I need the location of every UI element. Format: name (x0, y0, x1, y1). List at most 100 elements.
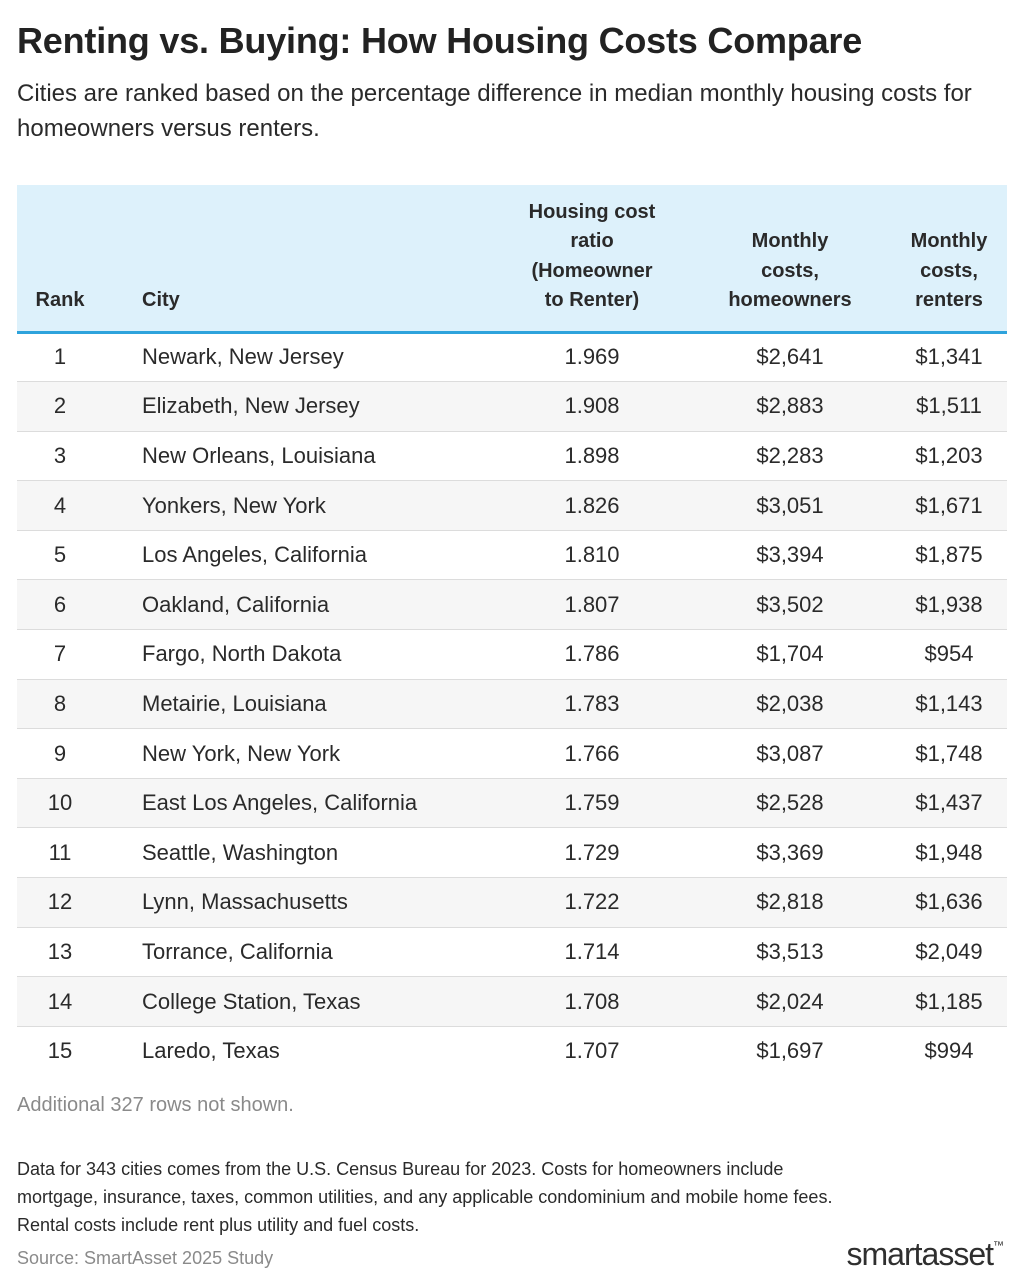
homeowner-cost-cell: $3,087 (689, 728, 891, 779)
rank-cell: 6 (17, 579, 103, 631)
renter-cost-cell: $1,948 (891, 827, 1007, 879)
city-cell: Oakland, California (103, 579, 495, 631)
ratio-cell: 1.908 (495, 381, 689, 432)
column-header-renter-line: costs, (920, 259, 978, 282)
additional-rows-note: Additional 327 rows not shown. (17, 1094, 294, 1116)
renter-cost-cell: $1,143 (891, 679, 1007, 730)
table-row: 11 Seattle, Washington 1.729 $3,369 $1,9… (17, 827, 1007, 879)
page-subtitle: Cities are ranked based on the percentag… (17, 80, 972, 142)
renter-cost-cell: $954 (891, 629, 1007, 680)
homeowner-cost-cell: $3,369 (689, 827, 891, 879)
renter-cost-cell: $1,511 (891, 381, 1007, 432)
table-row: 5 Los Angeles, California 1.810 $3,394 $… (17, 530, 1007, 581)
column-header-homeowner-line: homeowners (728, 289, 852, 311)
renter-cost-cell: $2,049 (891, 927, 1007, 978)
rank-cell: 11 (17, 827, 103, 879)
city-cell: College Station, Texas (103, 976, 495, 1027)
homeowner-cost-cell: $1,704 (689, 629, 891, 680)
column-header-ratio-line: (Homeowner (531, 259, 653, 282)
city-cell: Lynn, Massachusetts (103, 877, 495, 928)
ratio-cell: 1.826 (495, 480, 689, 531)
homeowner-cost-cell: $2,641 (689, 332, 891, 383)
table-row: 7 Fargo, North Dakota 1.786 $1,704 $954 (17, 629, 1007, 680)
table-row: 1 Newark, New Jersey 1.969 $2,641 $1,341 (17, 332, 1007, 383)
rank-cell: 9 (17, 728, 103, 779)
renter-cost-cell: $1,341 (891, 332, 1007, 383)
city-cell: New York, New York (103, 728, 495, 779)
rank-cell: 15 (47, 1038, 73, 1064)
ratio-cell: 1.898 (495, 431, 689, 482)
ratio-cell: 1.810 (495, 530, 689, 581)
column-header-homeowner-costs: Monthly costs, homeowners (689, 185, 891, 334)
rank-cell: 5 (17, 530, 103, 581)
renter-cost-cell: $1,938 (891, 579, 1007, 631)
homeowner-cost-cell: $2,038 (689, 679, 891, 730)
table-body: 1 Newark, New Jersey 1.969 $2,641 $1,341… (17, 332, 1007, 1076)
rank-cell: 13 (17, 927, 103, 978)
methodology-footnote: Data for 343 cities comes from the U.S. … (17, 1159, 833, 1235)
column-header-ratio-line: Housing cost (528, 200, 656, 223)
table-row: 10 East Los Angeles, California 1.759 $2… (17, 778, 1007, 829)
city-cell: Metairie, Louisiana (103, 679, 495, 730)
homeowner-cost-cell: $3,394 (689, 530, 891, 581)
rank-cell: 4 (17, 480, 103, 531)
column-header-renter-line: renters (915, 289, 983, 311)
ratio-cell: 1.783 (495, 679, 689, 730)
table-row: 13 Torrance, California 1.714 $3,513 $2,… (17, 927, 1007, 978)
table-row: 12 Lynn, Massachusetts 1.722 $2,818 $1,6… (17, 877, 1007, 928)
city-cell: Elizabeth, New Jersey (103, 381, 495, 432)
rank-cell: 2 (17, 381, 103, 432)
column-header-homeowner-line: Monthly (751, 230, 829, 252)
column-header-renter-costs: Monthly costs, renters (891, 185, 1007, 334)
homeowner-cost-cell: $3,502 (689, 579, 891, 631)
renter-cost-cell: $994 (924, 1038, 974, 1064)
ratio-cell: 1.759 (495, 778, 689, 829)
table-header: Rank City Housing cost ratio (Homeowner … (17, 185, 1007, 334)
column-header-city: City (103, 185, 495, 334)
homeowner-cost-cell: $1,697 (756, 1038, 824, 1064)
renter-cost-cell: $1,748 (891, 728, 1007, 779)
table-row: 6 Oakland, California 1.807 $3,502 $1,93… (17, 579, 1007, 631)
homeowner-cost-cell: $2,283 (689, 431, 891, 482)
renter-cost-cell: $1,875 (891, 530, 1007, 581)
ratio-cell: 1.707 (564, 1038, 620, 1064)
city-cell: Newark, New Jersey (103, 332, 495, 383)
logo-wordmark: smartasset (846, 1236, 994, 1272)
ratio-cell: 1.722 (495, 877, 689, 928)
renter-cost-cell: $1,203 (891, 431, 1007, 482)
homeowner-cost-cell: $3,513 (689, 927, 891, 978)
smartasset-logo: smartasset™ (847, 1236, 1004, 1273)
ratio-cell: 1.786 (495, 629, 689, 680)
column-header-ratio: Housing cost ratio (Homeowner to Renter) (495, 185, 689, 334)
rank-cell: 3 (17, 431, 103, 482)
homeowner-cost-cell: $2,818 (689, 877, 891, 928)
column-header-renter-line: Monthly (910, 230, 988, 252)
city-cell: Torrance, California (103, 927, 495, 978)
homeowner-cost-cell: $2,528 (689, 778, 891, 829)
renter-cost-cell: $1,437 (891, 778, 1007, 829)
table-row: 3 New Orleans, Louisiana 1.898 $2,283 $1… (17, 431, 1007, 482)
table-row: 4 Yonkers, New York 1.826 $3,051 $1,671 (17, 480, 1007, 531)
homeowner-cost-cell: $2,024 (689, 976, 891, 1027)
city-cell: Fargo, North Dakota (103, 629, 495, 680)
renter-cost-cell: $1,636 (891, 877, 1007, 928)
rank-cell: 10 (17, 778, 103, 829)
column-header-rank: Rank (17, 185, 103, 334)
column-header-ratio-line: ratio (570, 230, 614, 252)
ranking-table-container: Rank City Housing cost ratio (Homeowner … (17, 185, 1007, 1076)
column-header-homeowner-line: costs, (761, 259, 819, 282)
ratio-cell: 1.729 (495, 827, 689, 879)
rank-cell: 7 (17, 629, 103, 680)
renter-cost-cell: $1,671 (891, 480, 1007, 531)
rank-cell: 8 (17, 679, 103, 730)
source-credit: Source: SmartAsset 2025 Study (17, 1248, 274, 1268)
city-cell: Yonkers, New York (103, 480, 495, 531)
ranking-table: Rank City Housing cost ratio (Homeowner … (17, 185, 1007, 1076)
table-row: 15 Laredo, Texas 1.707 $1,697 $994 (17, 1026, 1007, 1076)
trademark-symbol: ™ (993, 1240, 1004, 1252)
homeowner-cost-cell: $2,883 (689, 381, 891, 432)
table-row: 8 Metairie, Louisiana 1.783 $2,038 $1,14… (17, 679, 1007, 730)
city-cell: East Los Angeles, California (103, 778, 495, 829)
city-cell: New Orleans, Louisiana (103, 431, 495, 482)
ratio-cell: 1.807 (495, 579, 689, 631)
